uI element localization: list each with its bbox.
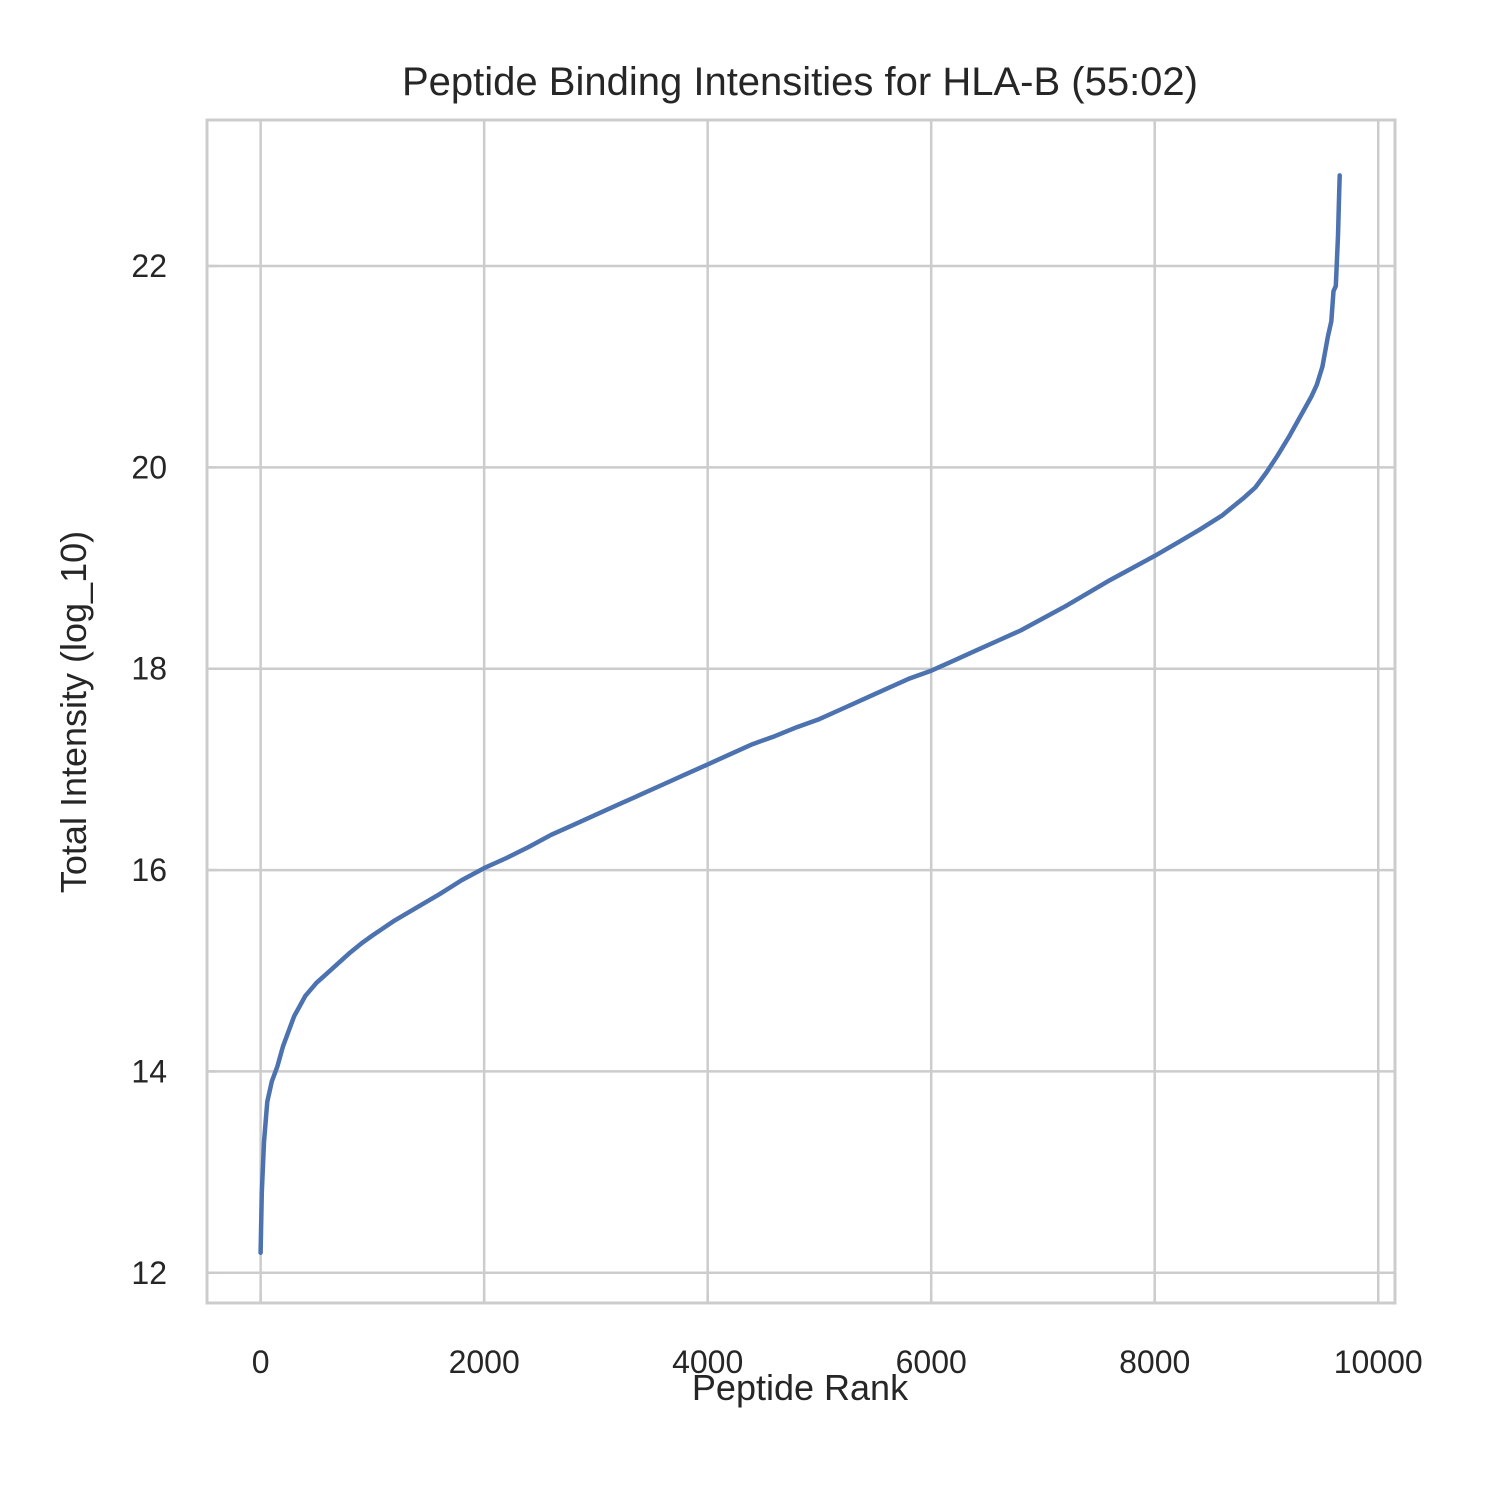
y-tick-label: 18	[131, 651, 167, 687]
x-tick-label: 0	[252, 1344, 270, 1380]
series-line	[258, 173, 1342, 1255]
x-tick-label: 8000	[1119, 1344, 1190, 1380]
grid	[207, 120, 1395, 1303]
ticks: 0 2000 4000 6000 8000 10000 12 14 16 18 20 22	[131, 248, 1422, 1380]
x-tick-label: 2000	[449, 1344, 520, 1380]
y-tick-label: 20	[131, 449, 167, 485]
x-tick-label: 6000	[896, 1344, 967, 1380]
y-axis-label: Total Intensity (log_10)	[53, 531, 94, 893]
chart-title: Peptide Binding Intensities for HLA-B (5…	[402, 60, 1198, 104]
y-tick-label: 16	[131, 852, 167, 888]
x-tick-label: 4000	[672, 1344, 743, 1380]
series-layer	[258, 173, 1342, 1255]
x-axis-label: Peptide Rank	[692, 1367, 909, 1408]
y-tick-label: 22	[131, 248, 167, 284]
plot-frame	[205, 118, 1397, 1305]
y-tick-label: 14	[131, 1053, 167, 1089]
x-tick-label: 10000	[1334, 1344, 1423, 1380]
y-tick-label: 12	[131, 1255, 167, 1291]
